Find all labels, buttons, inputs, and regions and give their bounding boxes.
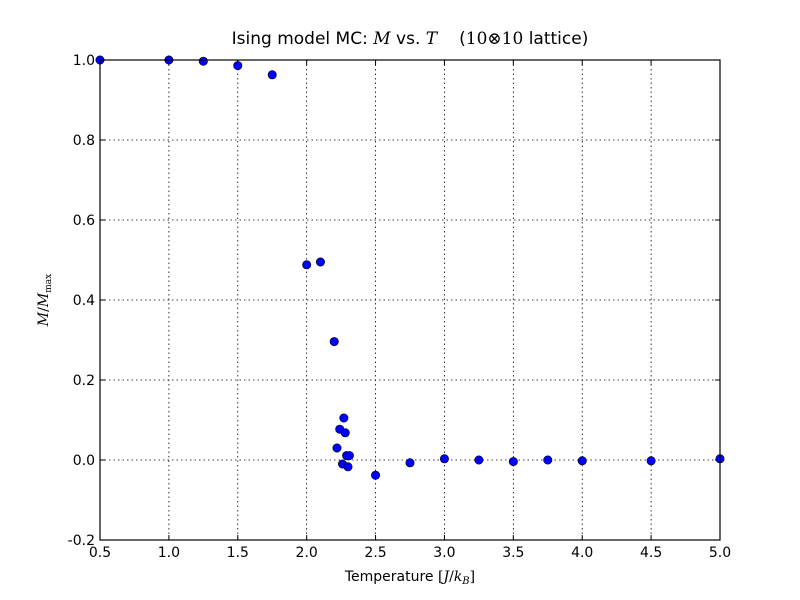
data-point [344,451,354,461]
x-tick-label: 3.0 [433,545,455,561]
data-point [339,413,349,423]
data-point [646,456,656,466]
y-tick-label: 0.8 [73,133,95,149]
y-tick-label: 0.2 [73,373,95,389]
y-axis-ticks: -0.2 0.0 0.2 0.4 0.6 0.8 1.0 [68,53,720,549]
x-tick-label: 1.5 [227,545,249,561]
x-tick-label: 4.5 [640,545,662,561]
x-tick-label: 1.0 [158,545,180,561]
x-tick-label: 5.0 [709,545,731,561]
x-tick-label: 2.5 [364,545,386,561]
data-point [332,443,342,453]
y-tick-label: 1.0 [73,53,95,69]
data-point [340,428,350,438]
plot-area: 0.5 1.0 1.5 2.0 2.5 3.0 3.5 4.0 4.5 5.0 -0.20.00.… [68,53,731,561]
data-point [302,260,312,270]
data-point [508,457,518,467]
data-point [315,257,325,267]
y-axis-label: M/Mmax [36,274,54,327]
data-point [371,470,381,480]
data-points [95,55,725,480]
x-axis-label: Temperature [J/kB] [344,569,475,587]
data-point [343,462,353,472]
data-point [329,337,339,347]
x-tick-label: 0.5 [89,545,111,561]
y-tick-label: 0.6 [73,213,95,229]
x-tick-label: 2.0 [296,545,318,561]
data-point [233,61,243,71]
data-point [405,458,415,468]
y-tick-label: 0.0 [73,453,95,469]
y-tick-label: 0.4 [73,293,95,309]
x-tick-label: 3.5 [502,545,524,561]
chart-title: Ising model MC: M vs. T (10⊗10 lattice) [232,29,589,49]
y-tick-label: -0.2 [68,533,95,549]
x-tick-label: 4.0 [571,545,593,561]
grid-lines [100,60,720,540]
plot-frame [99,59,721,541]
data-point [267,70,277,80]
data-point [577,456,587,466]
x-axis-ticks: 0.5 1.0 1.5 2.0 2.5 3.0 3.5 4.0 4.5 5.0 [89,60,731,561]
data-point [543,455,553,465]
data-point [439,454,449,464]
data-point [474,455,484,465]
data-point [198,56,208,66]
